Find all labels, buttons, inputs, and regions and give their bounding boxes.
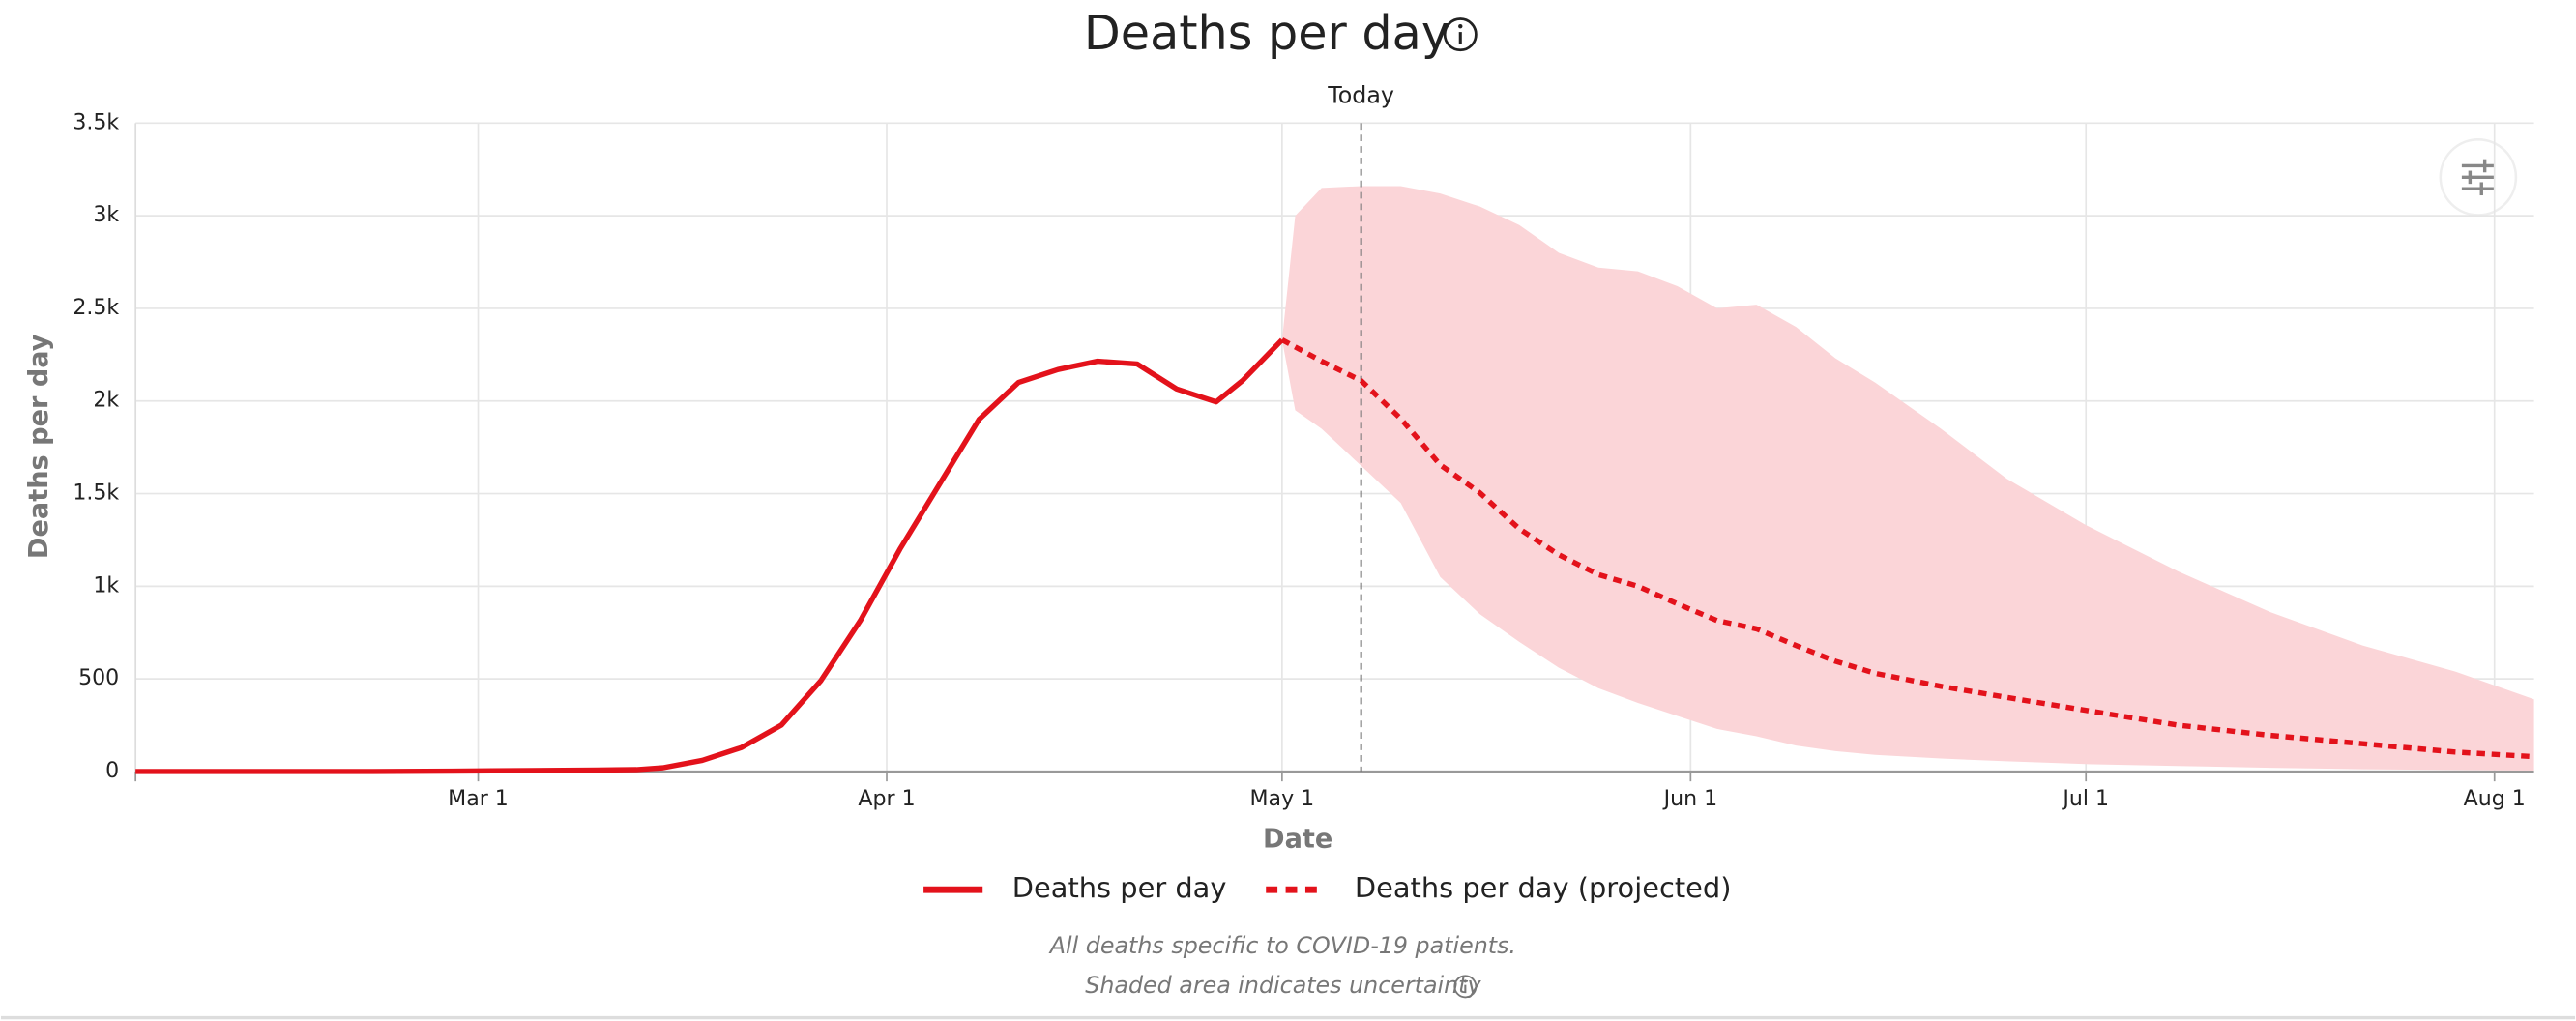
data-line bbox=[1280, 337, 2534, 760]
y-tick-label: 3k bbox=[93, 203, 119, 227]
x-tick-label: Jul 1 bbox=[2061, 787, 2109, 811]
info-icon[interactable] bbox=[1453, 975, 1478, 999]
y-axis-label: Deaths per day bbox=[24, 334, 54, 559]
uncertainty-band bbox=[1281, 186, 2534, 771]
x-tick-label: Jun 1 bbox=[1662, 787, 1718, 811]
y-tick-label: 0 bbox=[105, 759, 119, 783]
info-icon[interactable] bbox=[1443, 17, 1478, 52]
x-tick-label: Mar 1 bbox=[448, 787, 509, 811]
x-tick-label: Aug 1 bbox=[2464, 787, 2526, 811]
footnote: Shaded area indicates uncertainty bbox=[1085, 972, 1481, 999]
footnote: All deaths specific to COVID-19 patients… bbox=[1048, 932, 1516, 959]
x-axis-label: Date bbox=[1263, 825, 1332, 855]
y-tick-label: 500 bbox=[78, 666, 119, 690]
today-label: Today bbox=[1327, 82, 1394, 109]
y-tick-label: 3.5k bbox=[73, 110, 119, 134]
legend-label: Deaths per day bbox=[1012, 871, 1227, 904]
x-tick-label: Apr 1 bbox=[858, 787, 915, 811]
chart-title: Deaths per day bbox=[1084, 5, 1449, 61]
y-tick-label: 1k bbox=[93, 573, 119, 598]
y-tick-label: 2.5k bbox=[73, 296, 119, 320]
x-tick-label: May 1 bbox=[1250, 787, 1315, 811]
y-tick-label: 1.5k bbox=[73, 481, 119, 506]
data-line bbox=[135, 337, 1284, 774]
y-tick-label: 2k bbox=[93, 389, 119, 413]
legend-label: Deaths per day (projected) bbox=[1355, 871, 1732, 904]
legend: Deaths per day Deaths per day (projected) bbox=[923, 871, 1731, 904]
settings-button[interactable] bbox=[2439, 138, 2518, 217]
